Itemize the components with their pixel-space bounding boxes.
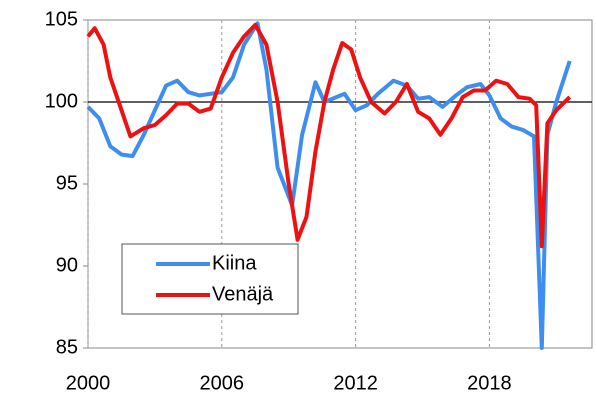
y-tick-label: 85 <box>56 336 78 358</box>
y-tick-label: 95 <box>56 172 78 194</box>
x-tick-label: 2006 <box>200 372 245 394</box>
legend-label: Kiina <box>212 252 257 274</box>
x-tick-label: 2012 <box>333 372 378 394</box>
x-tick-label: 2000 <box>66 372 111 394</box>
series-line <box>86 22 572 249</box>
y-tick-label: 105 <box>45 8 78 30</box>
y-tick-label: 90 <box>56 254 78 276</box>
y-tick-label: 100 <box>45 90 78 112</box>
x-tick-label: 2018 <box>467 372 512 394</box>
legend-label: Venäjä <box>212 283 274 305</box>
legend-box <box>121 243 299 315</box>
